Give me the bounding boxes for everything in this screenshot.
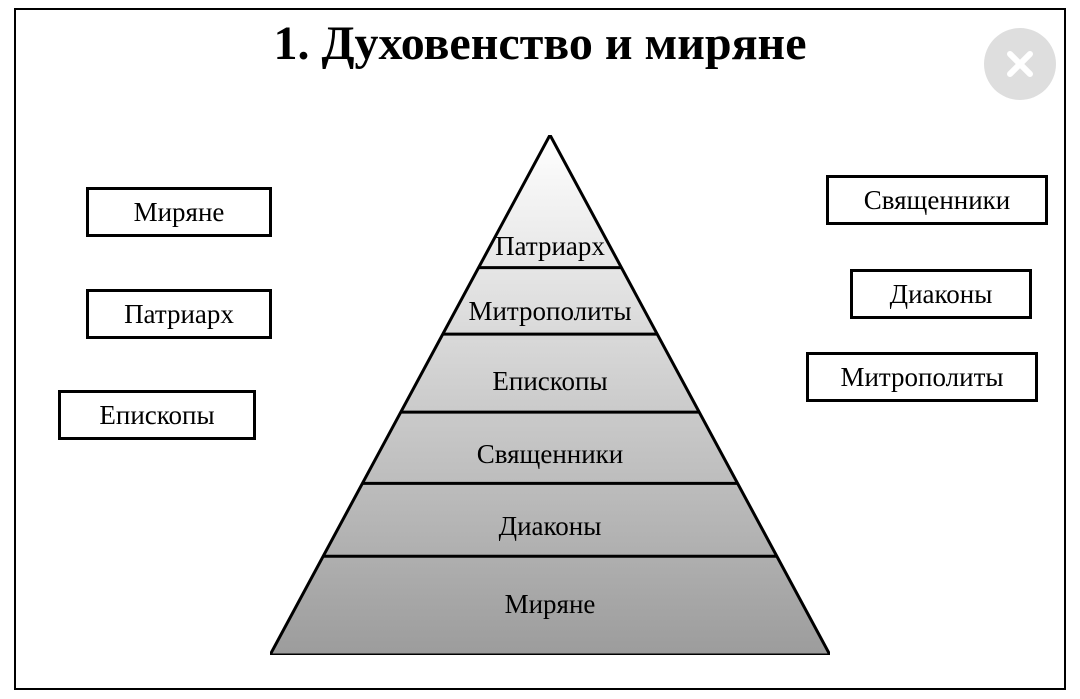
side-box-left-1: Патриарх (86, 289, 272, 339)
pyramid-level-4: Диаконы (270, 511, 830, 542)
close-button[interactable] (984, 28, 1056, 100)
side-box-right-2: Митрополиты (806, 352, 1038, 402)
close-icon (1000, 44, 1040, 84)
page-title: 1. Духовенство и миряне (0, 16, 1080, 71)
side-box-label: Миряне (134, 197, 225, 228)
pyramid-level-0: Патриарх (270, 231, 830, 262)
pyramid-level-3: Священники (270, 439, 830, 470)
pyramid-level-1: Митрополиты (270, 296, 830, 327)
side-box-left-2: Епископы (58, 390, 256, 440)
side-box-right-1: Диаконы (850, 269, 1032, 319)
pyramid-level-5: Миряне (270, 589, 830, 620)
pyramid-level-2: Епископы (270, 366, 830, 397)
side-box-label: Епископы (99, 400, 214, 431)
side-box-label: Диаконы (890, 279, 993, 310)
hierarchy-pyramid: Патриарх Митрополиты Епископы Священники… (270, 135, 830, 655)
side-box-label: Патриарх (124, 299, 234, 330)
side-box-label: Митрополиты (840, 362, 1003, 393)
side-box-label: Священники (864, 185, 1011, 216)
side-box-left-0: Миряне (86, 187, 272, 237)
side-box-right-0: Священники (826, 175, 1048, 225)
